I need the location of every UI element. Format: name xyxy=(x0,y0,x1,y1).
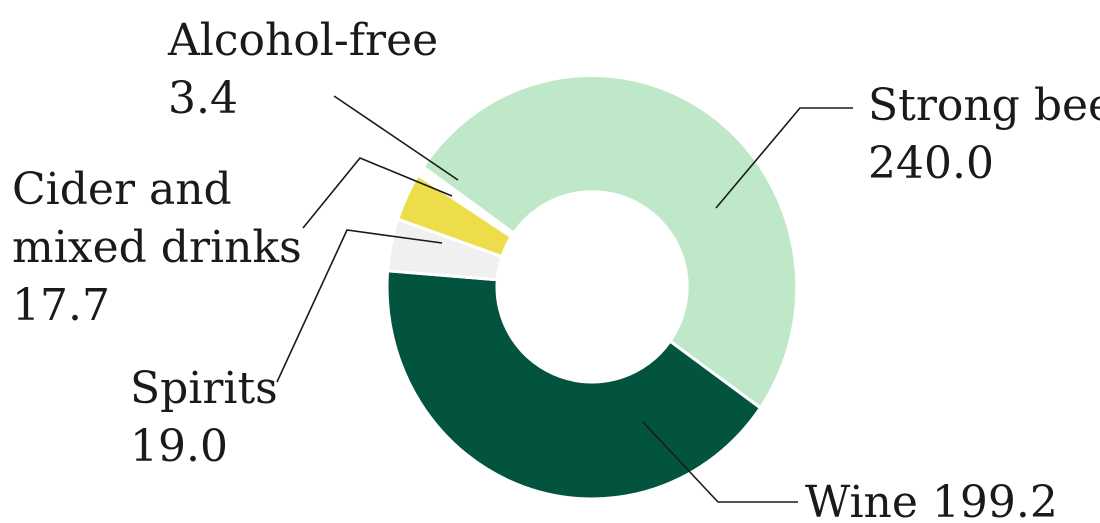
label-spirits-name: Spirits xyxy=(130,363,278,414)
leader-line-spirits xyxy=(276,229,443,383)
label-strong-beer-name: Strong beer xyxy=(868,80,1100,131)
slice-strong-beer xyxy=(421,73,799,411)
leader-line-alcohol-free xyxy=(333,95,459,181)
label-cider-line1: Cider and xyxy=(12,164,232,215)
label-cider-mixed-drinks: Cider and mixed drinks 17.7 xyxy=(12,164,316,331)
slice-wine xyxy=(385,269,763,501)
leader-line-wine xyxy=(642,421,798,503)
label-spirits-value: 19.0 xyxy=(130,421,228,472)
label-alcohol-free-value: 3.4 xyxy=(168,73,238,124)
label-spirits: Spirits 19.0 xyxy=(130,363,292,472)
leader-line-strong-beer xyxy=(715,107,853,209)
label-cider-line2: mixed drinks xyxy=(12,222,302,273)
slices-group xyxy=(385,73,799,501)
leader-line-cider xyxy=(302,157,453,229)
label-strong-beer: Strong beer 240.0 xyxy=(868,80,1100,189)
label-wine: Wine 199.2 xyxy=(805,477,1058,523)
label-cider-value: 17.7 xyxy=(12,280,110,331)
label-alcohol-free: Alcohol-free 3.4 xyxy=(167,15,452,124)
slice-alcohol-free xyxy=(416,164,516,239)
label-strong-beer-value: 240.0 xyxy=(868,138,994,189)
label-alcohol-free-name: Alcohol-free xyxy=(167,15,438,66)
label-wine-name-value: Wine 199.2 xyxy=(805,477,1058,523)
